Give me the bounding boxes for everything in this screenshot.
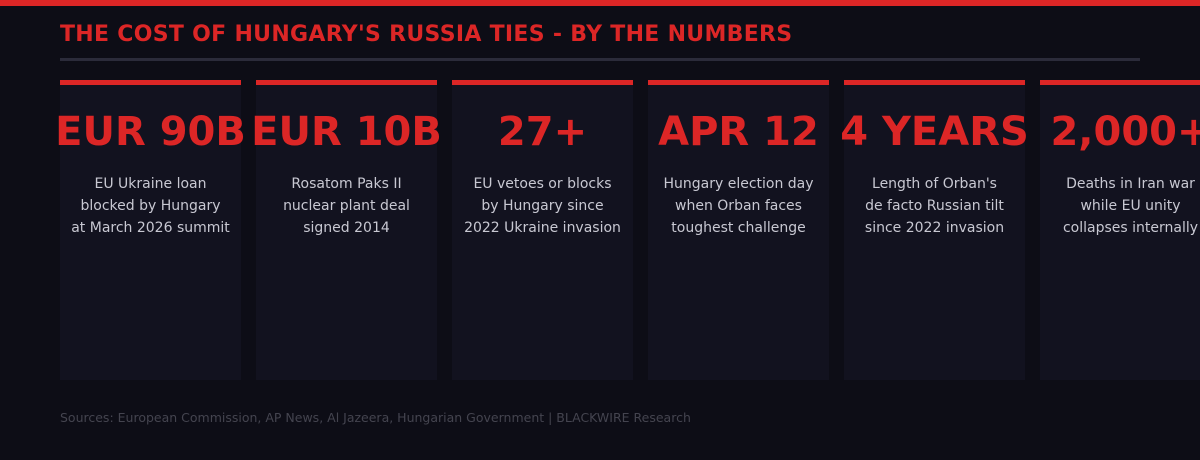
description-line: while EU unity xyxy=(1080,198,1181,214)
description-line: Rosatom Paks II xyxy=(291,176,402,192)
stat-card: 27+ EU vetoes or blocks by Hungary since… xyxy=(452,80,633,380)
stat-value: APR 12 xyxy=(658,109,819,155)
stat-description: Hungary election day when Orban faces to… xyxy=(628,173,849,239)
stat-value: 27+ xyxy=(497,109,588,155)
stat-description: EU vetoes or blocks by Hungary since 202… xyxy=(432,173,653,239)
description-line: toughest challenge xyxy=(671,220,806,236)
description-line: collapses internally xyxy=(1062,220,1199,236)
stat-value: 2,000+ xyxy=(1050,109,1200,155)
description-line: EU vetoes or blocks xyxy=(473,176,612,192)
description-line: nuclear plant deal xyxy=(283,198,410,214)
description-line: de facto Russian tilt xyxy=(865,198,1004,214)
stat-description: Length of Orban's de facto Russian tilt … xyxy=(824,173,1045,239)
stat-value: EUR 90B xyxy=(55,109,246,155)
page-title: THE COST OF HUNGARY'S RUSSIA TIES - BY T… xyxy=(60,22,793,47)
stat-description: Deaths in Iran war while EU unity collap… xyxy=(1020,173,1200,239)
description-line: 2022 Ukraine invasion xyxy=(464,220,621,236)
description-line: since 2022 invasion xyxy=(864,220,1005,236)
stat-card: 2,000+ Deaths in Iran war while EU unity… xyxy=(1040,80,1200,380)
description-line: EU Ukraine loan xyxy=(94,176,207,192)
description-line: signed 2014 xyxy=(303,220,390,236)
description-line: Deaths in Iran war xyxy=(1066,176,1195,192)
description-line: when Orban faces xyxy=(675,198,802,214)
top-accent-bar xyxy=(0,0,1200,6)
description-line: at March 2026 summit xyxy=(71,220,230,236)
description-line: blocked by Hungary xyxy=(80,198,221,214)
description-line: by Hungary since xyxy=(481,198,604,214)
stat-value: EUR 10B xyxy=(251,109,442,155)
stat-description: Rosatom Paks II nuclear plant deal signe… xyxy=(236,173,457,239)
description-line: Length of Orban's xyxy=(872,176,997,192)
stat-card: 4 YEARS Length of Orban's de facto Russi… xyxy=(840,80,1029,380)
title-divider xyxy=(60,58,1140,61)
stat-card: EUR 90B EU Ukraine loan blocked by Hunga… xyxy=(55,80,246,380)
stat-value: 4 YEARS xyxy=(840,109,1029,155)
sources-footnote: Sources: European Commission, AP News, A… xyxy=(60,410,691,425)
stat-card: APR 12 Hungary election day when Orban f… xyxy=(648,80,829,380)
stat-card: EUR 10B Rosatom Paks II nuclear plant de… xyxy=(251,80,442,380)
stat-description: EU Ukraine loan blocked by Hungary at Ma… xyxy=(40,173,261,239)
description-line: Hungary election day xyxy=(663,176,814,192)
